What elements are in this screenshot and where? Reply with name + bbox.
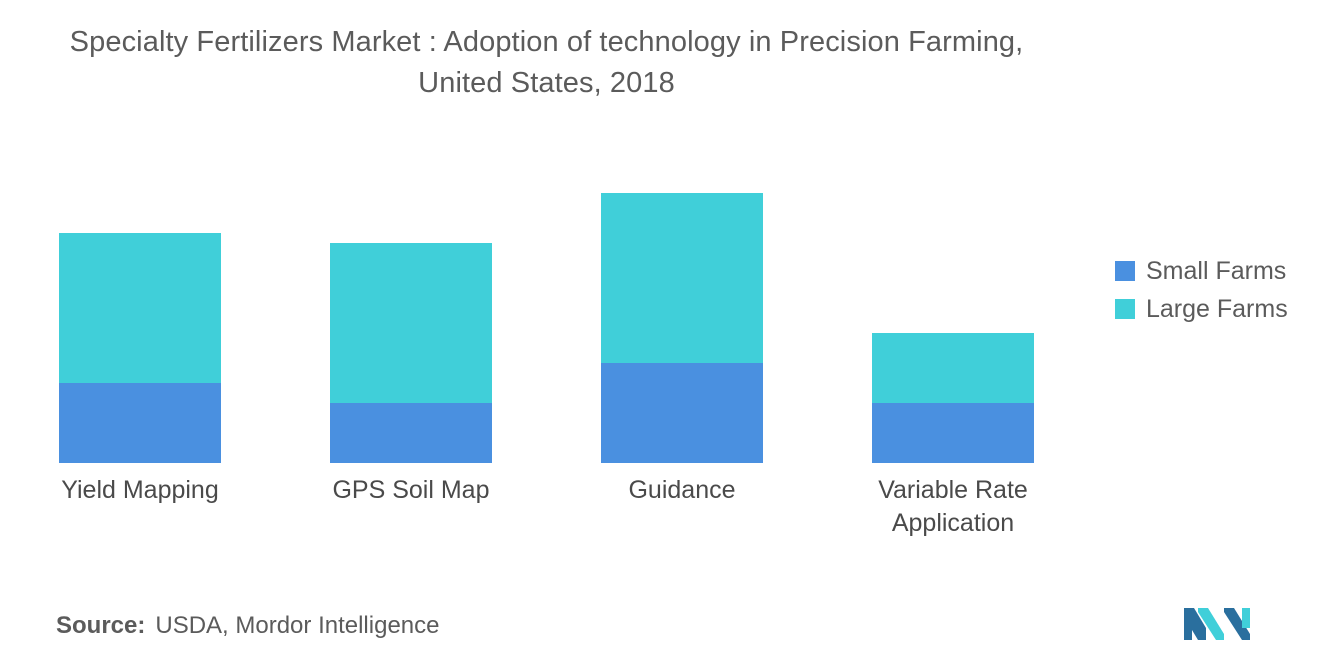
- logo-shape-right: [1224, 608, 1250, 640]
- logo-bar-right: [1242, 608, 1250, 628]
- category-label-line: Guidance: [628, 476, 735, 504]
- bar-small-farms-guidance: [601, 363, 763, 463]
- bar-large-farms-yield-mapping: [59, 233, 221, 383]
- chart-legend: Small Farms Large Farms: [1115, 252, 1288, 328]
- bar-small-farms-variable-rate-application: [872, 403, 1034, 463]
- bar-large-farms-variable-rate-application: [872, 333, 1034, 403]
- bar-large-farms-gps-soil-map: [330, 243, 492, 403]
- category-label-guidance: Guidance: [628, 476, 735, 504]
- legend-item-small-farms[interactable]: Small Farms: [1115, 252, 1288, 290]
- bar-small-farms-gps-soil-map: [330, 403, 492, 463]
- category-label-line: Application: [892, 509, 1014, 537]
- bar-small-farms-yield-mapping: [59, 383, 221, 463]
- chart-title-line-2: United States, 2018: [418, 67, 675, 99]
- source-note: Source: USDA, Mordor Intelligence: [56, 612, 439, 640]
- bar-large-farms-guidance: [601, 193, 763, 363]
- source-label: Source:: [56, 612, 146, 639]
- logo-shape-left: [1184, 608, 1206, 640]
- category-label-line: Yield Mapping: [61, 476, 219, 504]
- category-label-gps-soil-map: GPS Soil Map: [332, 476, 489, 504]
- legend-swatch-small-farms: [1115, 261, 1135, 281]
- legend-label-large-farms: Large Farms: [1146, 294, 1288, 323]
- legend-swatch-large-farms: [1115, 299, 1135, 319]
- chart-title-line-1: Specialty Fertilizers Market : Adoption …: [69, 26, 1024, 58]
- logo-shape-middle: [1198, 608, 1224, 640]
- category-label-yield-mapping: Yield Mapping: [61, 476, 219, 504]
- legend-label-small-farms: Small Farms: [1146, 256, 1287, 285]
- category-label-variable-rate-application: Variable Rate Application: [878, 476, 1028, 537]
- legend-item-large-farms[interactable]: Large Farms: [1115, 290, 1288, 328]
- source-text: USDA, Mordor Intelligence: [155, 612, 440, 639]
- mordor-intelligence-logo-icon: [1184, 608, 1250, 640]
- chart-title: Specialty Fertilizers Market : Adoption …: [0, 22, 1093, 104]
- category-label-line: GPS Soil Map: [332, 476, 489, 504]
- category-label-line: Variable Rate: [878, 476, 1028, 504]
